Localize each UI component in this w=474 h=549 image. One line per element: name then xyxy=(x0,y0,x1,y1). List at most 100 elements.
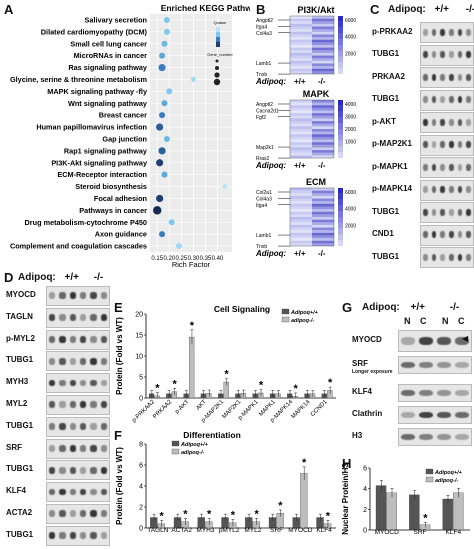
nuclear-cytoplasm-column-label: N xyxy=(442,316,449,326)
heatmap-cell xyxy=(312,152,334,156)
blot-band xyxy=(431,51,437,59)
kegg-category-label: Glycine, serine & threonine metabolism xyxy=(10,75,148,84)
blot-label: p-MAP2K1 xyxy=(372,139,413,148)
heatmap-cell xyxy=(290,58,312,61)
bar xyxy=(323,523,332,529)
blot-strip xyxy=(46,525,110,546)
blot-band xyxy=(69,488,76,496)
heatmap-cell xyxy=(290,126,312,129)
kegg-dot xyxy=(175,243,182,250)
bar xyxy=(268,517,277,529)
blot-label: CND1 xyxy=(372,229,394,238)
blot-band xyxy=(440,73,445,81)
heatmap-scale-segment xyxy=(338,134,343,141)
significance-star: * xyxy=(278,500,283,512)
heatmap-cell xyxy=(312,198,334,202)
heatmap-cell xyxy=(312,100,334,103)
bar xyxy=(453,492,464,531)
heatmap-cell xyxy=(290,203,312,207)
heatmap-cell xyxy=(290,110,312,114)
blot-band xyxy=(457,231,463,239)
heatmap-cell xyxy=(290,26,312,30)
blot-band xyxy=(457,208,463,216)
bar xyxy=(150,517,158,529)
blot-label: p-MAPK1 xyxy=(372,161,408,171)
bar xyxy=(275,393,281,399)
blot-band xyxy=(69,314,76,322)
heatmap-cell xyxy=(290,222,312,225)
blot-band xyxy=(90,444,97,452)
category-label: CCND1 xyxy=(310,399,329,418)
heatmap-cell xyxy=(290,219,312,223)
legend-swatch xyxy=(281,316,290,323)
heatmap-gene-label: Col4a3 xyxy=(256,31,272,37)
blot-strip xyxy=(46,438,110,459)
blot-strip xyxy=(398,356,472,374)
heatmap-cell xyxy=(312,224,334,228)
blot-band xyxy=(466,73,471,81)
blot-strip xyxy=(46,286,110,306)
bar xyxy=(386,492,397,531)
category-label: SRF xyxy=(414,529,427,536)
heatmap-cell xyxy=(290,240,312,244)
blot-band xyxy=(457,253,463,261)
kegg-legend-size-dot xyxy=(214,72,220,78)
blot-band xyxy=(100,292,107,300)
blot-band xyxy=(59,423,66,431)
blot-band xyxy=(423,96,428,104)
blot-band xyxy=(440,118,445,126)
panel-g-ko: -/- xyxy=(449,302,460,313)
blot-band xyxy=(457,118,463,126)
blot-band xyxy=(423,141,428,149)
panel-a: A Enriched KEGG Pathway0.150.200.250.300… xyxy=(0,0,250,268)
bar xyxy=(409,494,420,531)
blot-band xyxy=(449,231,454,239)
panel-d-ko: -/- xyxy=(93,272,104,283)
heatmap-gene-label: Rras2 xyxy=(256,156,270,162)
heatmap-scale-segment xyxy=(338,68,343,74)
heatmap-cell xyxy=(290,188,312,191)
heatmap-cell xyxy=(290,68,312,72)
heatmap-box xyxy=(289,187,335,247)
blot-band xyxy=(457,141,463,149)
heatmap-cell xyxy=(290,52,312,56)
heatmap-cell xyxy=(290,198,312,202)
blot-band xyxy=(466,208,471,216)
heatmap-wt-label: +/+ xyxy=(294,77,306,86)
blot-band xyxy=(80,401,87,409)
heatmap-cell xyxy=(312,105,334,108)
blot-band xyxy=(419,411,433,419)
blot-label: MYOCD xyxy=(352,335,382,344)
kegg-legend-size-dot xyxy=(215,59,219,63)
heatmap-cell xyxy=(290,23,312,27)
kegg-legend-size-dot xyxy=(215,66,219,70)
blot-band xyxy=(90,532,97,540)
nuclear-protein-chart: 0 2 4 6 Nuclear Protein/H3 MYOCD * SRF KLF4 Adipo… xyxy=(341,463,470,536)
panel-d: D Adipoq: +/+ -/- MYOCD TAGLN p-MYL2 TUBG1 M… xyxy=(0,268,112,549)
blot-strip xyxy=(398,406,472,424)
heatmap-scale-segment xyxy=(338,100,343,106)
kegg-x-tick: 0.30 xyxy=(188,256,200,262)
blot-band xyxy=(49,401,56,409)
kegg-dot xyxy=(156,159,164,167)
heatmap-cell xyxy=(290,129,312,132)
blot-strip xyxy=(46,373,110,394)
significance-star: * xyxy=(231,509,236,521)
blot-label: TUBG1 xyxy=(6,529,34,539)
bar xyxy=(419,524,431,531)
kegg-dot xyxy=(161,100,168,107)
blot-band xyxy=(90,401,97,409)
heatmap-cell xyxy=(290,136,312,140)
blot-band xyxy=(100,488,107,496)
chart-title: Cell Signaling xyxy=(214,304,270,314)
heatmap-cell xyxy=(312,39,334,43)
blot-band xyxy=(90,510,97,518)
kegg-dot xyxy=(168,219,175,226)
blot-strip xyxy=(46,482,110,503)
heatmap-cell xyxy=(290,235,312,239)
blot-label: KLF4 xyxy=(352,387,372,396)
heatmap-gene-label: Lamb1 xyxy=(256,61,272,67)
blot-band xyxy=(457,51,463,59)
heatmap-cell xyxy=(290,193,312,196)
blot-label: SRF xyxy=(352,359,368,368)
